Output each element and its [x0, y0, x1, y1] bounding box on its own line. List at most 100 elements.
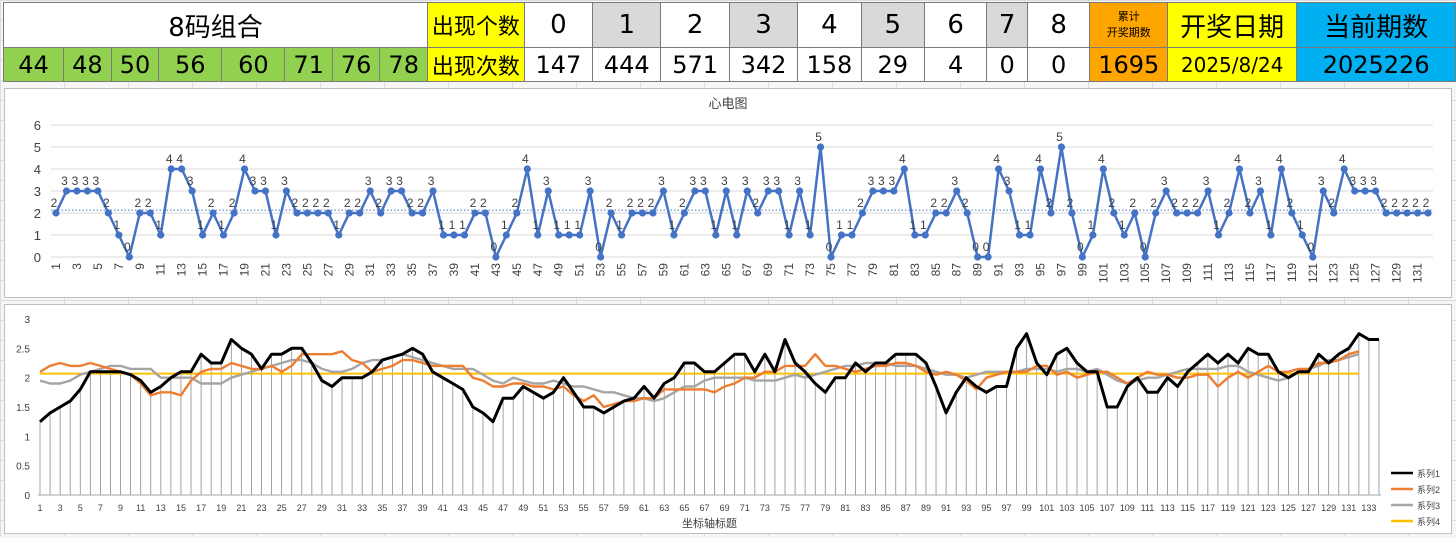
- x-tick-label: 57: [599, 503, 609, 513]
- data-label: 2: [1245, 196, 1252, 210]
- data-label: 2: [627, 196, 634, 210]
- data-point: [398, 187, 406, 195]
- x-tick-label: 119: [1221, 503, 1235, 513]
- data-point: [1267, 231, 1275, 239]
- data-label: 3: [260, 174, 267, 188]
- data-point: [240, 165, 249, 173]
- data-label: 2: [941, 196, 948, 210]
- digit-count: 147: [523, 47, 594, 82]
- x-tick-label: 55: [579, 503, 589, 513]
- data-label: 1: [449, 218, 456, 232]
- data-label: 3: [396, 174, 403, 188]
- x-tick-label: 29: [317, 503, 327, 513]
- y-tick-label: 4: [34, 162, 41, 177]
- data-label: 3: [93, 174, 100, 188]
- data-label: 2: [637, 196, 644, 210]
- x-tick-label: 69: [720, 503, 730, 513]
- x-tick-label: 83: [908, 263, 922, 277]
- x-tick-label: 23: [279, 263, 293, 277]
- x-tick-label: 125: [1348, 263, 1362, 283]
- data-label: 1: [532, 218, 539, 232]
- data-label: 2: [857, 196, 864, 210]
- data-point: [1225, 209, 1233, 217]
- data-point: [1089, 231, 1097, 239]
- data-point: [879, 187, 887, 195]
- data-label: 2: [1150, 196, 1157, 210]
- data-point: [617, 231, 626, 239]
- combo-number: 48: [63, 47, 112, 82]
- x-tick-label: 81: [887, 263, 901, 277]
- data-label: 2: [1402, 196, 1409, 210]
- data-point: [691, 187, 699, 195]
- data-point: [418, 209, 427, 217]
- x-tick-label: 47: [498, 503, 508, 513]
- data-label: 2: [962, 196, 969, 210]
- data-point: [439, 231, 448, 239]
- data-point: [62, 187, 71, 195]
- x-tick-label: 31: [337, 503, 347, 513]
- data-label: 1: [155, 218, 162, 232]
- current-issue-label: 当前期数: [1296, 2, 1456, 48]
- data-point: [1298, 231, 1306, 239]
- data-label: 2: [1046, 196, 1053, 210]
- data-label: 1: [616, 218, 623, 232]
- data-label: 3: [742, 174, 749, 188]
- data-label: 2: [302, 196, 309, 210]
- data-point: [1099, 165, 1107, 173]
- data-label: 3: [868, 174, 875, 188]
- data-point: [1413, 209, 1422, 217]
- x-tick-label: 17: [196, 503, 206, 513]
- data-point: [974, 253, 982, 261]
- data-point: [816, 143, 825, 151]
- data-point: [303, 209, 311, 217]
- x-tick-label: 35: [377, 503, 387, 513]
- x-tick-label: 41: [468, 263, 482, 277]
- data-label: 3: [1203, 174, 1210, 188]
- x-tick-label: 19: [238, 263, 252, 277]
- x-axis-title: 坐标轴标题: [682, 516, 737, 530]
- data-point: [1361, 187, 1369, 195]
- x-tick-label: 73: [760, 503, 770, 513]
- x-tick-label: 83: [861, 503, 871, 513]
- combo-number: 56: [158, 47, 223, 82]
- data-label: 1: [1213, 218, 1220, 232]
- data-label: 0: [1140, 240, 1147, 254]
- x-tick-label: 5: [91, 263, 105, 270]
- data-label: 3: [1370, 174, 1377, 188]
- data-label: 4: [1339, 152, 1346, 166]
- x-tick-label: 85: [881, 503, 891, 513]
- data-label: 0: [972, 240, 979, 254]
- x-tick-label: 37: [426, 263, 440, 277]
- data-point: [555, 231, 563, 239]
- data-label: 1: [438, 218, 445, 232]
- x-tick-label: 69: [761, 263, 775, 277]
- data-point: [1424, 209, 1432, 217]
- x-tick-label: 65: [719, 263, 733, 277]
- summary-table: 8码组合 出现个数 0 1 2 3 4 5 6 7 8 累计 开奖期数 开奖日期 …: [2, 2, 1456, 82]
- data-label: 2: [1192, 196, 1199, 210]
- data-point: [785, 231, 793, 239]
- data-point: [471, 209, 479, 217]
- data-label: 3: [187, 174, 194, 188]
- data-label: 1: [1088, 218, 1095, 232]
- data-label: 1: [553, 218, 560, 232]
- data-point: [188, 187, 196, 195]
- data-label: 1: [564, 218, 571, 232]
- x-tick-label: 25: [300, 263, 314, 277]
- x-tick-label: 113: [1160, 503, 1174, 513]
- data-point: [1068, 209, 1076, 217]
- data-label: 1: [197, 218, 204, 232]
- x-tick-label: 117: [1264, 263, 1278, 282]
- data-label: 3: [658, 174, 665, 188]
- x-tick-label: 91: [992, 263, 1006, 277]
- x-tick-label: 31: [363, 263, 377, 277]
- data-label: 2: [103, 196, 110, 210]
- x-tick-label: 27: [297, 503, 307, 513]
- data-label: 1: [1266, 218, 1273, 232]
- x-tick-label: 127: [1369, 263, 1383, 283]
- data-point: [94, 187, 102, 195]
- data-point: [251, 187, 259, 195]
- data-point: [1246, 209, 1254, 217]
- x-tick-label: 13: [175, 263, 189, 277]
